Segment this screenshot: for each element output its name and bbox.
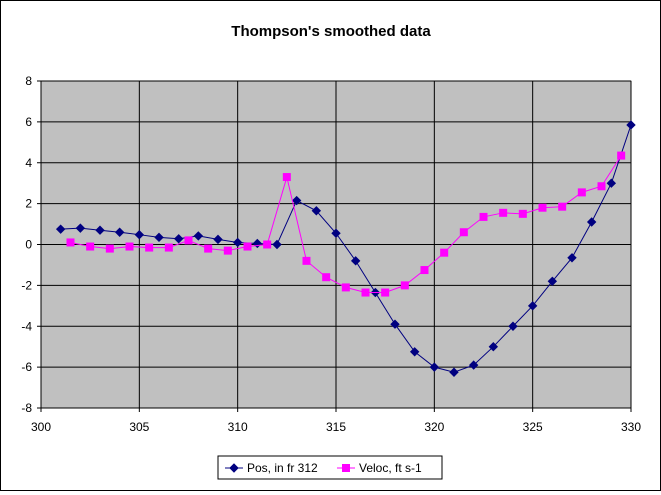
plot-area: 8 6 4 2 0 -2 -4 -6 -8 300 305 310 315 320 325 330	[21, 74, 641, 434]
data-point	[154, 232, 164, 243]
data-point	[272, 239, 282, 250]
data-point	[114, 227, 125, 237]
x-tick-label: 305	[129, 420, 149, 434]
data-point	[420, 266, 429, 275]
y-tick-label: -6	[21, 360, 32, 374]
data-point	[86, 242, 95, 251]
data-point	[75, 223, 86, 233]
data-point	[350, 256, 361, 266]
data-point	[311, 206, 322, 216]
data-point	[538, 203, 547, 212]
y-tick-label: 6	[25, 115, 32, 129]
data-point	[173, 234, 184, 244]
data-point	[213, 234, 223, 245]
data-point	[105, 244, 114, 253]
data-point	[55, 224, 66, 234]
data-point	[282, 173, 291, 182]
x-tick-label: 315	[326, 420, 346, 434]
data-point	[204, 244, 213, 253]
data-point	[341, 283, 350, 292]
data-point	[597, 182, 606, 191]
y-tick-label: -4	[21, 319, 32, 333]
x-tick-label: 330	[621, 420, 641, 434]
x-tick-label: 320	[424, 420, 444, 434]
data-point	[626, 120, 636, 130]
x-tick-labels: 300 305 310 315 320 325 330	[31, 408, 641, 434]
data-point	[322, 273, 331, 282]
data-point	[508, 321, 518, 331]
data-point	[429, 362, 440, 372]
data-point	[291, 195, 302, 206]
data-point	[390, 319, 400, 329]
x-tick-label: 300	[31, 420, 51, 434]
legend-marker	[342, 464, 350, 472]
data-point	[567, 253, 577, 263]
data-point	[479, 212, 488, 221]
y-tick-labels: 8 6 4 2 0 -2 -4 -6 -8	[21, 74, 41, 415]
data-point	[440, 248, 449, 257]
legend-box	[217, 455, 443, 480]
data-point	[302, 256, 311, 265]
data-point	[586, 217, 597, 227]
y-tick-label: -2	[21, 278, 32, 292]
x-tick-label: 310	[228, 420, 248, 434]
data-point	[66, 238, 75, 247]
data-point	[125, 242, 134, 251]
legend-label: Pos, in fr 312	[247, 461, 318, 475]
data-point	[518, 209, 527, 218]
data-point	[499, 208, 508, 217]
data-point	[243, 242, 252, 251]
data-point	[381, 288, 390, 297]
data-point	[95, 225, 105, 235]
legend-label: Veloc, ft s-1	[359, 461, 422, 475]
data-point	[361, 288, 370, 297]
data-point	[577, 188, 586, 197]
chart-title: Thompson's smoothed data	[231, 23, 431, 40]
y-tick-label: 0	[25, 238, 32, 252]
data-point	[459, 228, 468, 237]
y-tick-label: 2	[25, 197, 32, 211]
data-point	[263, 240, 272, 249]
series-position	[55, 120, 636, 377]
data-point	[134, 229, 145, 240]
data-point	[164, 243, 173, 252]
y-tick-label: 8	[25, 74, 32, 88]
data-point	[606, 178, 617, 188]
data-point	[331, 228, 341, 238]
data-point	[400, 281, 409, 290]
data-point	[617, 151, 626, 160]
data-point	[468, 360, 479, 370]
data-point	[145, 243, 154, 252]
legend-marker	[229, 463, 239, 473]
data-point	[488, 341, 499, 352]
data-point	[193, 231, 204, 241]
y-tick-label: 4	[25, 156, 32, 170]
data-point	[527, 301, 538, 311]
data-point	[409, 347, 420, 357]
series-velocity	[66, 151, 626, 297]
data-point	[184, 236, 193, 245]
y-tick-label: -8	[21, 401, 32, 415]
legend: Pos, in fr 312 Veloc, ft s-1	[217, 455, 443, 480]
x-tick-label: 325	[523, 420, 543, 434]
data-point	[558, 202, 567, 211]
data-point	[449, 367, 459, 377]
data-point	[547, 276, 558, 286]
data-point	[232, 237, 243, 248]
data-point	[223, 246, 232, 255]
